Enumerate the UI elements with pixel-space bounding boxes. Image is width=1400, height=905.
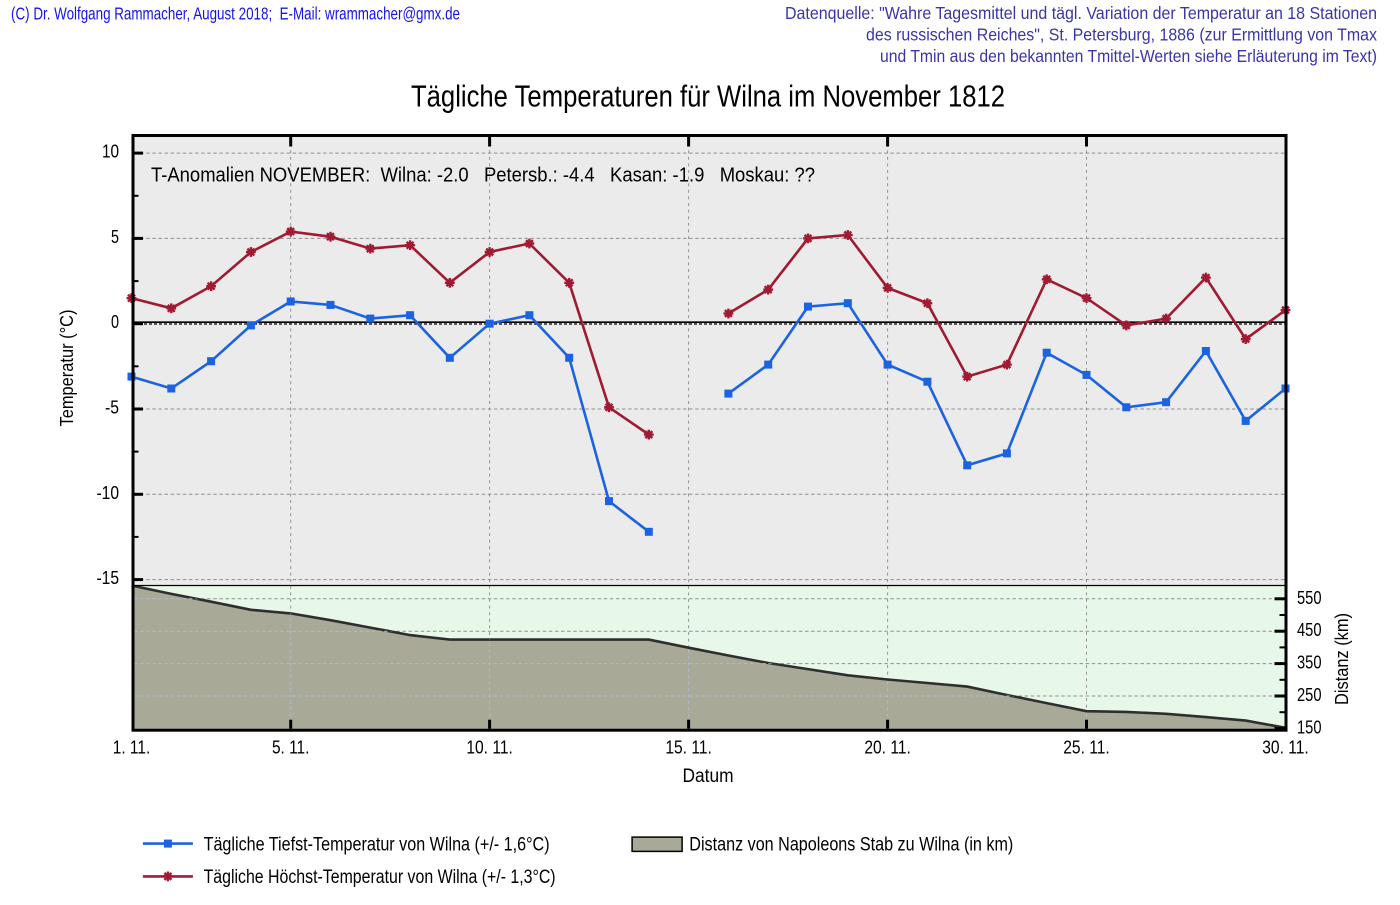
svg-text:(C) Dr. Wolfgang Rammacher, Au: (C) Dr. Wolfgang Rammacher, August 2018;… — [11, 4, 460, 24]
svg-text:350: 350 — [1297, 653, 1322, 673]
svg-text:des russischen Reiches", St. P: des russischen Reiches", St. Petersburg,… — [866, 25, 1377, 45]
svg-text:und Tmin aus den bekannten Tmi: und Tmin aus den bekannten Tmittel-Werte… — [880, 46, 1377, 66]
svg-text:10. 11.: 10. 11. — [466, 738, 513, 758]
svg-text:-5: -5 — [105, 398, 119, 418]
svg-text:Distanz von Napoleons Stab zu: Distanz von Napoleons Stab zu Wilna (in … — [689, 835, 1013, 856]
svg-text:0: 0 — [111, 312, 119, 332]
svg-text:Tägliche Temperaturen für Wiln: Tägliche Temperaturen für Wilna im Novem… — [411, 79, 1005, 114]
svg-text:1. 11.: 1. 11. — [113, 738, 151, 758]
svg-text:Temperatur (°C): Temperatur (°C) — [57, 310, 77, 427]
svg-text:5. 11.: 5. 11. — [272, 738, 310, 758]
svg-text:T-Anomalien NOVEMBER: Wilna:: T-Anomalien NOVEMBER: Wilna: -2.0 Peters… — [151, 165, 815, 187]
svg-text:Distanz (km): Distanz (km) — [1332, 613, 1352, 705]
svg-text:Tägliche Höchst-Temperatur von: Tägliche Höchst-Temperatur von Wilna (+/… — [204, 867, 556, 888]
svg-text:30. 11.: 30. 11. — [1262, 738, 1309, 758]
svg-text:20. 11.: 20. 11. — [864, 738, 911, 758]
svg-text:250: 250 — [1297, 685, 1322, 705]
svg-text:150: 150 — [1297, 717, 1322, 737]
svg-text:-10: -10 — [97, 483, 120, 503]
svg-text:Datum: Datum — [683, 766, 734, 787]
svg-text:550: 550 — [1297, 588, 1322, 608]
svg-text:Datenquelle: "Wahre Tagesmitte: Datenquelle: "Wahre Tagesmittel und tägl… — [785, 3, 1377, 23]
svg-text:10: 10 — [102, 142, 119, 162]
svg-text:5: 5 — [111, 227, 119, 247]
svg-text:450: 450 — [1297, 620, 1322, 640]
svg-text:15. 11.: 15. 11. — [665, 738, 712, 758]
svg-text:-15: -15 — [97, 568, 120, 588]
svg-text:25. 11.: 25. 11. — [1063, 738, 1110, 758]
svg-text:Tägliche Tiefst-Temperatur von: Tägliche Tiefst-Temperatur von Wilna (+/… — [204, 835, 550, 856]
